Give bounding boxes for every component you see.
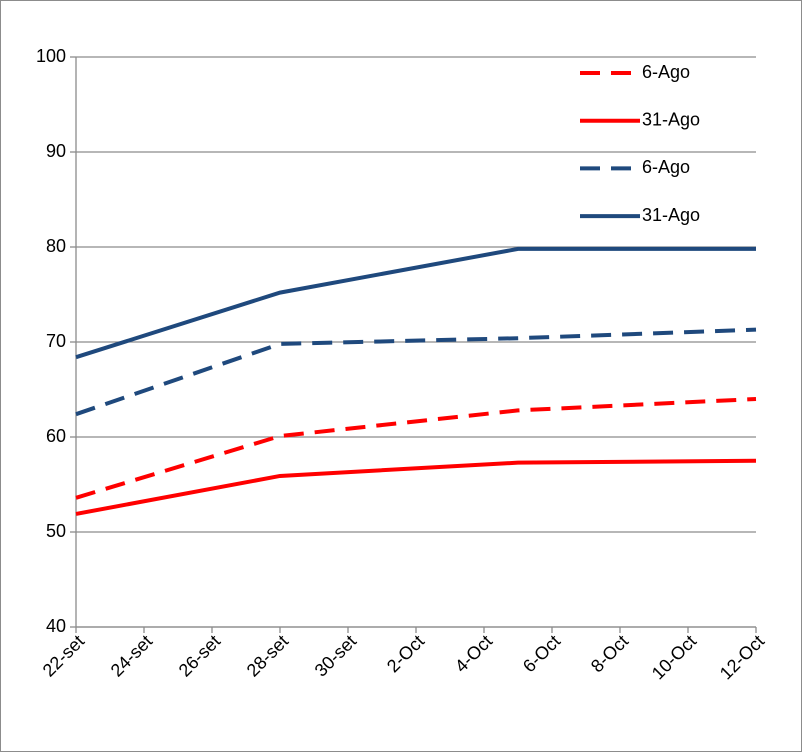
series-line <box>75 397 757 500</box>
y-tick-label: 60 <box>46 426 66 446</box>
y-tick-label: 50 <box>46 521 66 541</box>
y-tick-label: 70 <box>46 331 66 351</box>
series-line <box>75 458 757 516</box>
legend-label: 6-Ago <box>642 62 690 82</box>
legend-label: 6-Ago <box>642 157 690 177</box>
legend-label: 31-Ago <box>642 205 700 225</box>
y-tick-label: 80 <box>46 236 66 256</box>
series-line <box>75 246 756 360</box>
series-line <box>75 327 757 417</box>
y-tick-label: 40 <box>46 616 66 636</box>
y-tick-label: 100 <box>36 46 66 66</box>
legend-label: 31-Ago <box>642 109 700 129</box>
y-tick-label: 90 <box>46 141 66 161</box>
